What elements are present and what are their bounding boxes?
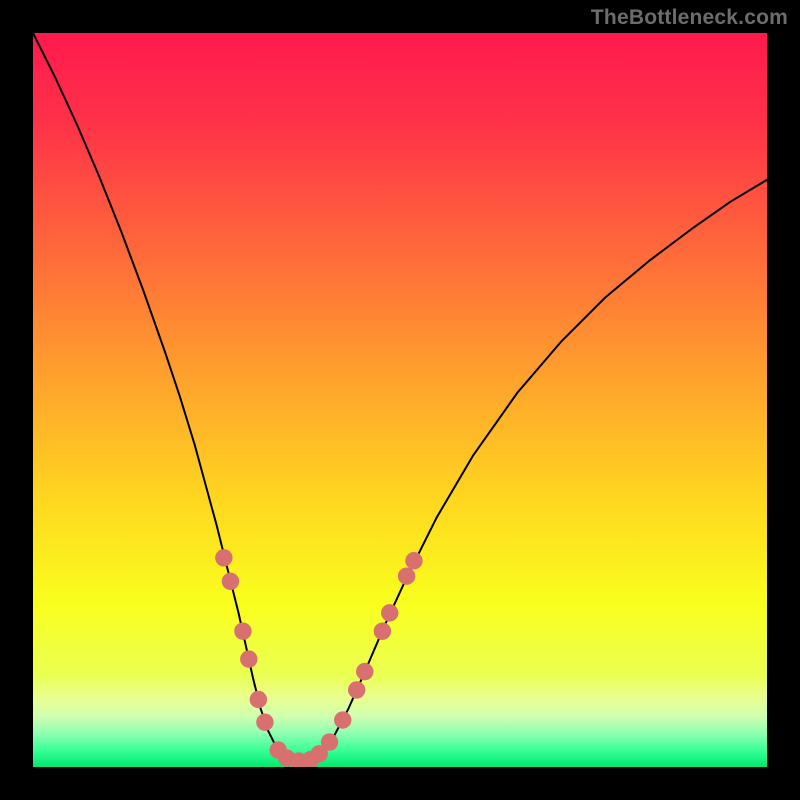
- curve-marker: [406, 553, 422, 569]
- curve-marker: [398, 568, 414, 584]
- curve-marker: [222, 573, 238, 589]
- curve-marker: [241, 651, 257, 667]
- curve-marker: [335, 712, 351, 728]
- curve-marker: [348, 682, 364, 698]
- chart-frame: TheBottleneck.com: [0, 0, 800, 800]
- curve-marker: [382, 605, 398, 621]
- curve-marker: [357, 663, 373, 679]
- gradient-background: [33, 33, 767, 767]
- watermark-text: TheBottleneck.com: [591, 6, 788, 30]
- curve-marker: [257, 714, 273, 730]
- curve-marker: [216, 550, 232, 566]
- curve-marker: [250, 691, 266, 707]
- curve-marker: [235, 623, 251, 639]
- chart-svg: [33, 33, 767, 767]
- curve-marker: [321, 734, 337, 750]
- plot-area: [33, 33, 767, 767]
- curve-marker: [374, 623, 390, 639]
